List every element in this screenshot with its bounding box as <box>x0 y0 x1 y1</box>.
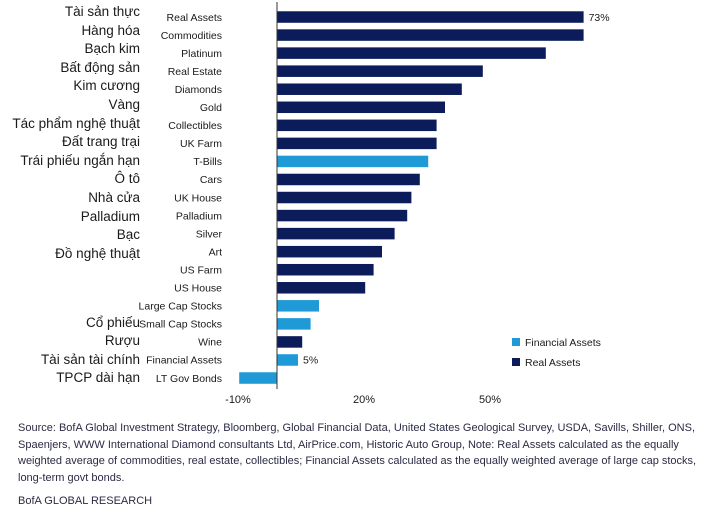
vietnamese-label: Trái phiếu ngắn hạn <box>20 152 140 168</box>
vietnamese-label: Đất trang trại <box>61 134 140 150</box>
category-label: Art <box>209 246 223 258</box>
vietnamese-label: Rượu <box>104 333 140 349</box>
bar <box>277 354 298 366</box>
bar <box>277 137 437 150</box>
category-label: Palladium <box>176 210 222 222</box>
vietnamese-label: Kim cương <box>73 78 140 94</box>
vietnamese-label: Đồ nghệ thuật <box>55 245 140 261</box>
category-label: Small Cap Stocks <box>139 319 222 331</box>
bar <box>277 300 319 312</box>
vietnamese-label: Vàng <box>108 97 140 112</box>
vietnamese-label: Tác phẩm nghệ thuật <box>12 115 140 131</box>
x-tick-label: 50% <box>479 394 501 406</box>
category-label: Financial Assets <box>146 355 222 367</box>
category-label: Platinum <box>181 48 222 60</box>
category-label: Wine <box>198 337 222 349</box>
category-label: Silver <box>196 228 223 240</box>
bar <box>277 191 412 204</box>
vietnamese-label: Hàng hóa <box>81 22 140 38</box>
category-label: US House <box>174 283 222 295</box>
bar <box>277 47 546 59</box>
legend-swatch <box>512 358 520 366</box>
legend-label: Financial Assets <box>525 337 601 349</box>
bar <box>277 155 429 168</box>
category-label: Real Assets <box>167 12 222 24</box>
data-label: 73% <box>589 12 610 24</box>
bar <box>277 83 462 95</box>
bar <box>277 245 382 258</box>
bar <box>277 336 303 348</box>
bar <box>277 263 374 276</box>
legend-label: Real Assets <box>525 357 580 369</box>
category-label: Commodities <box>161 30 222 42</box>
vietnamese-label: Bất động sản <box>60 59 140 75</box>
data-label: 5% <box>303 355 318 367</box>
category-label: UK House <box>174 192 222 204</box>
category-label: Collectibles <box>168 120 222 132</box>
vietnamese-label: Tài sản tài chính <box>40 351 140 367</box>
category-label: LT Gov Bonds <box>156 373 222 385</box>
vietnamese-label: TPCP dài hạn <box>56 370 140 386</box>
source-note: Source: BofA Global Investment Strategy,… <box>18 422 697 484</box>
x-tick-label: -10% <box>225 394 251 406</box>
category-label: Real Estate <box>168 66 222 78</box>
vietnamese-label: Palladium <box>80 208 140 224</box>
vietnamese-label: Bạc <box>116 227 140 243</box>
vietnamese-label: Cổ phiếu <box>85 314 140 330</box>
vietnamese-label: Tài sản thực <box>64 4 140 19</box>
legend-swatch <box>512 338 520 346</box>
category-label: T-Bills <box>193 156 222 168</box>
research-footer: BofA GLOBAL RESEARCH <box>18 495 153 507</box>
vietnamese-label: Ô tô <box>114 171 140 187</box>
vietnamese-label: Nhà cửa <box>88 190 140 205</box>
category-label: Large Cap Stocks <box>139 301 222 313</box>
bar <box>277 101 445 114</box>
bar <box>277 65 483 77</box>
bar <box>277 318 311 330</box>
category-label: US Farm <box>180 264 222 276</box>
bar <box>277 209 408 222</box>
bar <box>277 11 584 23</box>
bar <box>277 173 420 186</box>
bar <box>277 29 584 41</box>
x-tick-label: 20% <box>353 394 375 406</box>
category-label: Diamonds <box>175 84 222 96</box>
bar <box>277 282 366 294</box>
category-label: Cars <box>200 174 222 186</box>
bar <box>239 372 277 384</box>
bar <box>277 227 395 240</box>
category-label: UK Farm <box>180 138 222 150</box>
bar <box>277 119 437 132</box>
vietnamese-label: Bạch kim <box>84 41 140 57</box>
bar-chart: Real Assets Commodities Platinum Real Estat… <box>139 2 610 406</box>
category-label: Gold <box>200 102 222 114</box>
